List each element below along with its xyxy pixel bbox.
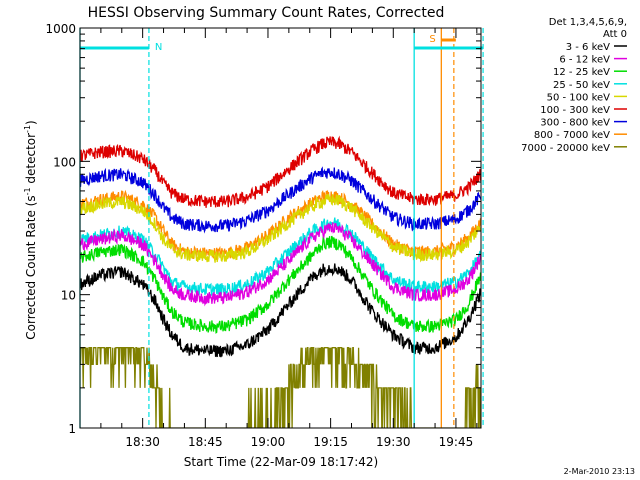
annotation-label-2: S: [429, 34, 435, 45]
y-tick-label: 100: [53, 155, 76, 169]
plot-frame: [79, 27, 482, 429]
legend-header-1: Det 1,3,4,5,6,9,: [549, 17, 627, 28]
y-axis-label-sup2: -1: [23, 125, 32, 133]
legend-label-7: 300 - 800 keV: [540, 118, 610, 129]
legend-label-4: 25 - 50 keV: [553, 80, 610, 91]
legend-label-9: 7000 - 20000 keV: [521, 143, 610, 154]
series-line-1: [80, 263, 481, 358]
x-tick-label: 19:45: [439, 435, 474, 449]
svg-text:Corrected Count Rate (s-1 dete: Corrected Count Rate (s-1 detector-1): [23, 120, 38, 339]
series-line-9: [80, 347, 481, 428]
x-tick-label: 18:30: [125, 435, 160, 449]
y-tick-label: 1: [68, 422, 76, 436]
x-tick-label: 19:30: [376, 435, 411, 449]
y-axis-label-sup1: -1: [23, 187, 32, 195]
y-axis-label: Corrected Count Rate (s-1 detector-1): [23, 120, 38, 339]
y-tick-label: 10: [61, 289, 76, 303]
legend-label-8: 800 - 7000 keV: [534, 130, 610, 141]
legend-label-3: 12 - 25 keV: [553, 67, 610, 78]
legend-label-1: 3 - 6 keV: [566, 42, 610, 53]
annotation-label-1: N: [155, 42, 162, 53]
footer-timestamp: 2-Mar-2010 23:13: [564, 467, 635, 476]
legend-label-5: 50 - 100 keV: [547, 92, 611, 103]
x-tick-label: 19:15: [313, 435, 348, 449]
legend-label-6: 100 - 300 keV: [540, 105, 610, 116]
y-axis-label-part3: ): [24, 120, 38, 125]
chart-title: HESSI Observing Summary Count Rates, Cor…: [88, 5, 445, 21]
y-tick-label: 1000: [45, 22, 76, 36]
x-axis-label: Start Time (22-Mar-09 18:17:42): [184, 455, 378, 469]
legend-label-2: 6 - 12 keV: [559, 55, 610, 66]
x-tick-label: 18:45: [188, 435, 223, 449]
series-group: [80, 135, 481, 428]
series-line-6: [80, 135, 481, 208]
plot-area: N S 1 10 100 1000 18:30 18:45 19:00 19:15 19:30 19:…: [45, 22, 484, 449]
x-tick-label: 19:00: [251, 435, 286, 449]
y-axis-label-part2: detector: [24, 133, 38, 188]
y-axis-label-part1: Corrected Count Rate (s: [24, 195, 38, 339]
legend-header-2: Att 0: [603, 29, 627, 40]
